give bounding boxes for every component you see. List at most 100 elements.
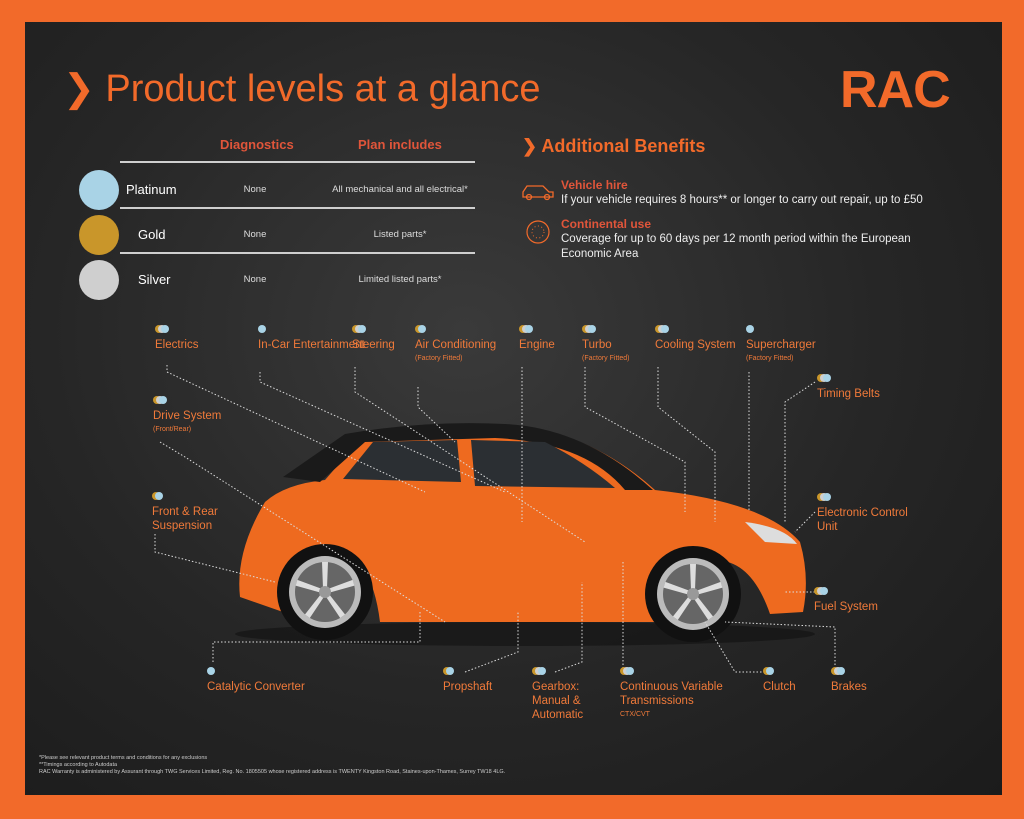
leader-line bbox=[584, 367, 686, 512]
component-propshaft: Propshaft bbox=[443, 667, 492, 694]
plan-includes-cell: Limited listed parts* bbox=[358, 274, 442, 285]
divider bbox=[120, 252, 475, 254]
rac-logo: RAC bbox=[840, 61, 951, 119]
component-fuel-system: Fuel System bbox=[814, 587, 878, 614]
level-dots bbox=[152, 492, 257, 501]
leader-line bbox=[794, 511, 816, 533]
component-label: In-Car Entertainment bbox=[258, 339, 365, 351]
component-turbo: Turbo (Factory Fitted) bbox=[582, 325, 629, 366]
leader-line bbox=[784, 381, 816, 522]
component-electrics: Electrics bbox=[155, 325, 198, 352]
level-dots bbox=[207, 667, 305, 676]
component-label: Fuel System bbox=[814, 601, 878, 613]
page-title: ❯ Product levels at a glance bbox=[63, 68, 541, 110]
leader-line bbox=[259, 372, 506, 493]
component-supercharger: Supercharger (Factory Fitted) bbox=[746, 325, 816, 366]
diagnostics-cell: None bbox=[243, 229, 267, 240]
level-dots bbox=[655, 325, 736, 334]
component-air-conditioning: Air Conditioning (Factory Fitted) bbox=[415, 325, 496, 366]
component-cooling-system: Cooling System bbox=[655, 325, 736, 352]
platinum-level-dot bbox=[626, 667, 634, 675]
leader-line bbox=[154, 534, 276, 583]
level-dots bbox=[831, 667, 867, 676]
component-label: Cooling System bbox=[655, 339, 736, 351]
platinum-level-dot bbox=[661, 325, 669, 333]
component-label: Clutch bbox=[763, 681, 796, 693]
diagnostics-cell: None bbox=[243, 274, 267, 285]
header-plan-includes: Plan includes bbox=[358, 137, 442, 152]
footnote: RAC Warranty is administered by Assurant… bbox=[39, 769, 506, 775]
component-label: Supercharger bbox=[746, 339, 816, 351]
platinum-level-dot bbox=[538, 667, 546, 675]
component-steering: Steering bbox=[352, 325, 395, 352]
platinum-level-dot bbox=[525, 325, 533, 333]
level-dots bbox=[153, 396, 221, 405]
platinum-level-dot bbox=[207, 667, 215, 675]
component-label: Drive System bbox=[153, 410, 222, 422]
platinum-level-dot bbox=[446, 667, 454, 675]
level-dots bbox=[532, 667, 592, 676]
component-continuous-variable-transmissions: Continuous Variable Transmissions CTX/CV… bbox=[620, 667, 740, 722]
component-note: (Front/Rear) bbox=[153, 426, 192, 433]
leader-line bbox=[166, 365, 426, 493]
plan-includes-cell: Listed parts* bbox=[373, 229, 427, 240]
level-name: Platinum bbox=[126, 182, 177, 197]
component-label: Front & Rear Suspension bbox=[152, 506, 218, 532]
component-timing-belts: Timing Belts bbox=[817, 374, 880, 401]
platinum-level-dot bbox=[746, 325, 754, 333]
component-clutch: Clutch bbox=[763, 667, 796, 694]
level-swatch bbox=[79, 260, 119, 300]
component-front-rear-suspension: Front & Rear Suspension bbox=[152, 492, 257, 533]
leader-line bbox=[159, 441, 446, 623]
benefit-title: Vehicle hire bbox=[561, 178, 628, 192]
level-dots bbox=[817, 374, 880, 383]
component-engine: Engine bbox=[519, 325, 555, 352]
platinum-level-dot bbox=[161, 325, 169, 333]
eu-stars-icon bbox=[526, 220, 550, 244]
wheel bbox=[645, 546, 741, 642]
component-label: Electrics bbox=[155, 339, 199, 351]
component-note: (Factory Fitted) bbox=[415, 355, 463, 362]
level-dots bbox=[746, 325, 816, 334]
level-dots bbox=[814, 587, 878, 596]
component-electronic-control-unit: Electronic Control Unit bbox=[817, 493, 927, 534]
platinum-level-dot bbox=[823, 493, 831, 501]
icons-layer bbox=[522, 185, 554, 244]
platinum-level-dot bbox=[258, 325, 266, 333]
level-name: Gold bbox=[138, 227, 166, 242]
level-dots bbox=[620, 667, 740, 676]
header-diagnostics: Diagnostics bbox=[220, 137, 294, 152]
level-dots bbox=[258, 325, 368, 334]
level-dots bbox=[443, 667, 492, 676]
component-label: Electronic Control Unit bbox=[817, 507, 908, 533]
diagnostics-cell: None bbox=[243, 184, 267, 195]
component-label: Continuous Variable Transmissions bbox=[620, 681, 723, 707]
component-label: Catalytic Converter bbox=[207, 681, 305, 693]
divider bbox=[120, 161, 475, 163]
platinum-level-dot bbox=[358, 325, 366, 333]
plan-includes-cell: All mechanical and all electrical* bbox=[332, 184, 468, 195]
level-dots bbox=[582, 325, 629, 334]
page-title-text: Product levels at a glance bbox=[105, 68, 541, 110]
benefits-title-text: Additional Benefits bbox=[541, 136, 706, 156]
leader-line bbox=[657, 367, 716, 522]
benefit-text: If your vehicle requires 8 hours** or lo… bbox=[561, 194, 923, 206]
leader-line bbox=[464, 612, 519, 673]
footnote: *Please see relevant product terms and c… bbox=[39, 755, 208, 761]
component-note: (Factory Fitted) bbox=[582, 355, 630, 362]
component-label: Gearbox: Manual & Automatic bbox=[532, 681, 584, 721]
level-dots bbox=[817, 493, 927, 502]
component-label: Engine bbox=[519, 339, 555, 351]
component-catalytic-converter: Catalytic Converter bbox=[207, 667, 305, 694]
component-note: (Factory Fitted) bbox=[746, 355, 794, 362]
footnote: **Timings according to Autodata bbox=[39, 762, 118, 768]
leader-line bbox=[554, 582, 583, 673]
car-icon bbox=[522, 185, 554, 201]
platinum-level-dot bbox=[766, 667, 774, 675]
component-label: Turbo bbox=[582, 339, 612, 351]
level-dots bbox=[352, 325, 395, 334]
benefit-text: Coverage for up to 60 days per 12 month … bbox=[561, 233, 911, 260]
leader-line bbox=[724, 621, 836, 672]
component-label: Steering bbox=[352, 339, 395, 351]
level-dots bbox=[155, 325, 198, 334]
